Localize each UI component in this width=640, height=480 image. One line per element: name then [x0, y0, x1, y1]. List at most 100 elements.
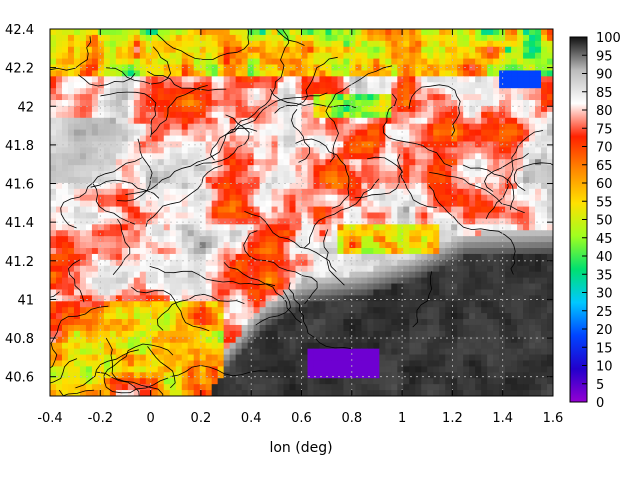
heatmap-cell: [181, 218, 189, 225]
heatmap-cell: [391, 117, 398, 125]
heatmap-cell: [139, 147, 147, 154]
heatmap-cell: [145, 40, 153, 48]
heatmap-cell: [157, 218, 165, 225]
heatmap-cell: [55, 324, 63, 332]
heatmap-cell: [199, 105, 207, 113]
heatmap-cell: [283, 283, 291, 291]
heatmap-cell: [289, 324, 297, 332]
heatmap-cell: [199, 159, 207, 166]
heatmap-cell: [313, 295, 321, 302]
heatmap-cell: [145, 147, 153, 154]
heatmap-cell: [457, 100, 464, 107]
heatmap-cell: [451, 88, 458, 95]
heatmap-cell: [439, 117, 446, 125]
heatmap-cell: [61, 129, 69, 137]
heatmap-cell: [295, 271, 303, 279]
heatmap-cell: [409, 64, 416, 72]
heatmap-cell: [517, 336, 524, 344]
heatmap-cell: [121, 88, 129, 95]
heatmap-cell: [271, 76, 279, 83]
heatmap-cell: [325, 253, 333, 261]
heatmap-cell: [175, 141, 183, 148]
heatmap-cell: [397, 58, 404, 66]
heatmap-cell: [169, 348, 177, 356]
heatmap-cell: [433, 159, 440, 166]
heatmap-cell: [61, 206, 69, 214]
heatmap-cell: [163, 194, 171, 202]
heatmap-cell: [229, 165, 237, 172]
heatmap-cell: [205, 360, 213, 367]
heatmap-cell: [529, 29, 536, 36]
heatmap-cell: [205, 372, 213, 379]
heatmap-cell: [307, 271, 315, 279]
heatmap-cell: [511, 307, 518, 314]
heatmap-cell: [217, 105, 225, 113]
heatmap-cell: [373, 248, 380, 255]
heatmap-cell: [55, 176, 63, 184]
heatmap-cell: [385, 176, 392, 184]
heatmap-cell: [391, 46, 398, 54]
heatmap-cell: [157, 82, 165, 89]
heatmap-cell: [469, 242, 476, 249]
heatmap-cell: [205, 141, 213, 148]
heatmap-cell: [439, 348, 446, 356]
heatmap-cell: [541, 70, 548, 77]
heatmap-cell: [67, 307, 75, 314]
heatmap-cell: [541, 354, 548, 362]
heatmap-cell: [409, 159, 416, 166]
heatmap-cell: [337, 123, 345, 131]
heatmap-cell: [121, 70, 129, 77]
heatmap-cell: [265, 248, 273, 255]
heatmap-cell: [331, 289, 339, 296]
heatmap-cell: [133, 319, 141, 326]
heatmap-cell: [331, 372, 339, 379]
heatmap-cell: [127, 111, 135, 119]
heatmap-cell: [379, 117, 386, 125]
heatmap-cell: [391, 319, 398, 326]
heatmap-cell: [469, 176, 476, 184]
heatmap-cell: [193, 248, 201, 255]
heatmap-cell: [379, 283, 386, 291]
heatmap-cell: [67, 188, 75, 196]
heatmap-cell: [85, 289, 93, 296]
heatmap-cell: [439, 88, 446, 95]
heatmap-cell: [325, 271, 333, 279]
heatmap-cell: [97, 342, 105, 350]
heatmap-cell: [397, 295, 404, 302]
heatmap-cell: [169, 182, 177, 190]
heatmap-cell: [361, 342, 368, 350]
heatmap-cell: [391, 366, 398, 373]
heatmap-cell: [229, 301, 237, 308]
heatmap-cell: [163, 105, 171, 113]
heatmap-cell: [493, 100, 500, 107]
heatmap-cell: [361, 58, 368, 66]
heatmap-cell: [271, 224, 279, 231]
heatmap-cell: [55, 165, 63, 172]
heatmap-cell: [91, 319, 99, 326]
heatmap-cell: [445, 324, 452, 332]
heatmap-cell: [535, 271, 542, 279]
heatmap-cell: [307, 206, 315, 214]
heatmap-cell: [97, 40, 105, 48]
heatmap-cell: [55, 70, 63, 77]
heatmap-cell: [349, 111, 356, 119]
heatmap-cell: [175, 253, 183, 261]
heatmap-cell: [169, 354, 177, 362]
heatmap-cell: [529, 360, 536, 367]
heatmap-cell: [50, 165, 57, 172]
heatmap-cell: [427, 135, 434, 143]
heatmap-cell: [241, 212, 249, 220]
heatmap-cell: [343, 259, 351, 267]
heatmap-cell: [295, 295, 303, 302]
heatmap-cell: [277, 230, 285, 237]
heatmap-cell: [259, 123, 267, 131]
heatmap-cell: [205, 194, 213, 202]
heatmap-cell: [121, 295, 129, 302]
heatmap-cell: [79, 372, 87, 379]
heatmap-cell: [199, 348, 207, 356]
heatmap-cell: [205, 336, 213, 344]
heatmap-cell: [457, 88, 464, 95]
heatmap-cell: [523, 64, 530, 72]
heatmap-cell: [241, 307, 249, 314]
heatmap-cell: [193, 171, 201, 178]
